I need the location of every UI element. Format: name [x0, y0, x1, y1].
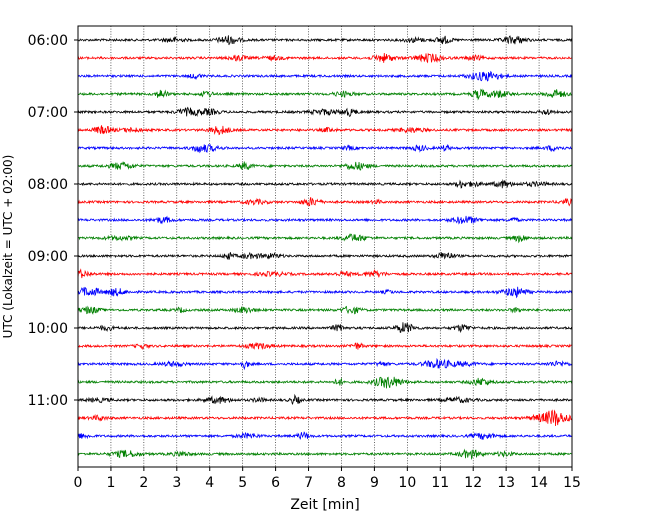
trace-0815 [77, 197, 573, 207]
trace-0900 [77, 251, 573, 260]
y-tick-label: 10:00 [28, 321, 68, 337]
trace-0730 [77, 143, 573, 154]
x-tick-label: 4 [205, 475, 214, 491]
trace-0700 [77, 106, 573, 118]
y-tick-label: 06:00 [28, 33, 68, 49]
y-tick-label: 07:00 [28, 105, 68, 121]
x-tick-label: 9 [370, 475, 379, 491]
trace-0600 [77, 35, 573, 46]
x-tick-label: 5 [238, 475, 247, 491]
x-tick-label: 7 [304, 475, 313, 491]
y-axis: 06:00 07:00 08:00 09:00 10:00 11:00 [28, 33, 78, 409]
trace-1115 [77, 409, 573, 427]
trace-0915 [77, 268, 573, 279]
trace-0615 [77, 52, 573, 64]
trace-1100 [77, 393, 573, 405]
trace-1015 [77, 342, 573, 350]
y-tick-label: 11:00 [28, 393, 68, 409]
x-tick-label: 15 [563, 475, 581, 491]
trace-1030 [77, 357, 573, 371]
y-tick-label: 09:00 [28, 249, 68, 265]
trace-0645 [77, 88, 573, 101]
trace-1130 [77, 431, 573, 440]
y-tick-label: 08:00 [28, 177, 68, 193]
x-tick-label: 8 [337, 475, 346, 491]
x-tick-label: 14 [530, 475, 548, 491]
x-tick-label: 6 [271, 475, 280, 491]
x-tick-label: 1 [106, 475, 115, 491]
trace-0945 [77, 305, 573, 315]
x-tick-label: 11 [431, 475, 449, 491]
y-axis-label: UTC (Lokalzeit = UTC + 02:00) [1, 155, 15, 339]
trace-0800 [77, 179, 573, 189]
trace-1145 [77, 448, 573, 461]
trace-0830 [77, 215, 573, 225]
trace-group [77, 35, 573, 461]
x-axis-label: Zeit [min] [290, 497, 359, 513]
plot-frame [77, 25, 573, 468]
x-tick-label: 13 [497, 475, 515, 491]
x-tick-label: 0 [74, 475, 83, 491]
x-tick-label: 10 [398, 475, 416, 491]
trace-0715 [77, 125, 573, 136]
x-tick-label: 12 [464, 475, 482, 491]
trace-1045 [77, 376, 573, 389]
x-tick-label: 2 [139, 475, 148, 491]
trace-1000 [77, 322, 573, 334]
grid [110, 26, 540, 467]
trace-0930 [77, 286, 573, 299]
trace-0845 [77, 233, 573, 244]
trace-0630 [77, 70, 573, 82]
x-axis: 0 1 2 3 4 5 6 7 8 9 10 11 12 13 14 15 [74, 467, 581, 491]
trace-0745 [77, 161, 573, 171]
x-tick-label: 3 [172, 475, 181, 491]
